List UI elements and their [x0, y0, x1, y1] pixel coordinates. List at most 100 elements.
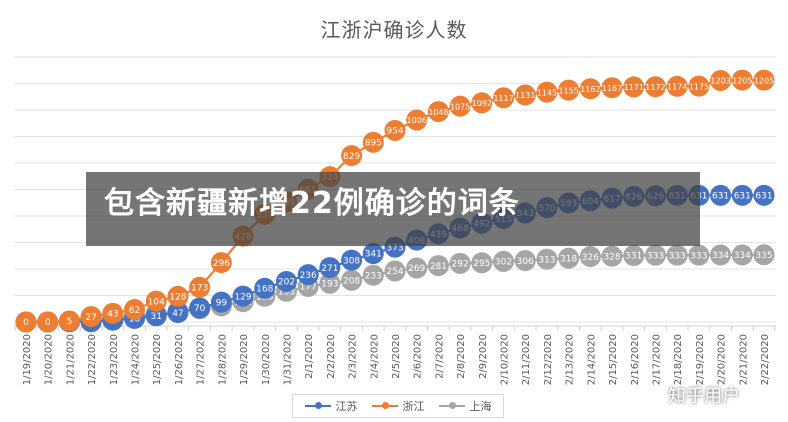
data-point [384, 260, 406, 282]
x-tick-label: 2/7/2020 [434, 334, 445, 379]
data-label: 333 [669, 251, 686, 261]
data-point [623, 76, 645, 98]
data-label: 954 [386, 127, 403, 137]
data-point [731, 69, 753, 91]
data-point [471, 92, 493, 114]
x-tick-label: 2/20/2020 [717, 334, 728, 385]
data-label: 193 [321, 279, 338, 289]
data-label: 296 [213, 259, 230, 269]
data-point [449, 252, 471, 274]
data-point [37, 311, 59, 333]
x-tick-label: 2/5/2020 [391, 334, 402, 379]
data-point [753, 69, 775, 91]
data-label: 829 [343, 152, 360, 162]
data-point [427, 255, 449, 277]
data-label: 306 [517, 257, 534, 267]
data-point [210, 291, 232, 313]
x-tick-label: 1/27/2020 [196, 334, 207, 385]
overlay-banner [86, 172, 700, 246]
data-label: 1117 [493, 94, 513, 103]
data-point [15, 311, 37, 333]
data-point [471, 252, 493, 274]
data-label: 1092 [472, 99, 492, 108]
data-point [666, 75, 688, 97]
data-label: 236 [300, 271, 317, 281]
data-point [362, 243, 384, 265]
data-label: 43 [107, 310, 118, 320]
data-point [753, 184, 775, 206]
x-tick-label: 2/2/2020 [326, 334, 337, 379]
data-point [601, 77, 623, 99]
x-tick-label: 1/25/2020 [152, 334, 163, 385]
data-label: 1171 [624, 83, 644, 92]
data-point [341, 269, 363, 291]
data-label: 269 [408, 264, 425, 274]
watermark: 知乎用户 [668, 386, 740, 407]
data-label: 328 [603, 252, 620, 262]
data-label: 271 [321, 264, 338, 274]
data-label: 0 [23, 318, 29, 328]
x-tick-labels: 1/19/2020 1/20/2020 1/21/2020 1/22/2020 1/23… [22, 334, 771, 385]
data-label: 177 [300, 283, 317, 293]
data-label: 254 [386, 267, 403, 277]
data-label: 631 [734, 192, 751, 202]
legend-item-jiangsu: 江苏 [304, 398, 358, 414]
data-point [341, 145, 363, 167]
data-label: 70 [194, 304, 206, 314]
data-label: 295 [473, 259, 490, 269]
data-point [384, 119, 406, 141]
data-label: 341 [365, 250, 382, 260]
data-point [362, 131, 384, 153]
legend-swatch-shanghai [438, 402, 465, 409]
x-tick-label: 1/23/2020 [109, 334, 120, 385]
data-label: 233 [365, 271, 382, 281]
data-point [167, 302, 189, 324]
data-point [644, 76, 666, 98]
data-label: 208 [343, 276, 360, 286]
x-tick-label: 2/6/2020 [413, 334, 424, 379]
legend-label-zhejiang: 浙江 [402, 400, 425, 413]
data-label: 1175 [689, 82, 709, 91]
data-point [319, 272, 341, 294]
x-tick-label: 2/19/2020 [695, 334, 706, 385]
data-label: 1131 [515, 91, 535, 100]
data-point [514, 250, 536, 272]
data-label: 1162 [580, 85, 600, 94]
data-label: 335 [755, 251, 772, 261]
data-label: 334 [712, 251, 729, 261]
x-tick-label: 1/30/2020 [261, 334, 272, 385]
data-label: 331 [625, 252, 642, 262]
data-label: 302 [495, 258, 512, 268]
data-point [406, 109, 428, 131]
data-label: 153 [278, 287, 295, 297]
data-point [319, 257, 341, 279]
x-tick-label: 1/28/2020 [217, 334, 228, 385]
data-label: 202 [278, 278, 295, 288]
x-tick-label: 1/19/2020 [22, 334, 33, 385]
x-tick-label: 2/17/2020 [651, 334, 662, 385]
x-tick-label: 2/22/2020 [760, 334, 771, 385]
data-label: 104 [148, 297, 165, 307]
data-point [536, 81, 558, 103]
data-label: 31 [151, 312, 162, 322]
chart-legend: 江苏 浙江 上海 [292, 394, 504, 418]
data-label: 1048 [428, 108, 448, 117]
data-label: 1006 [407, 116, 427, 125]
data-label: 281 [430, 262, 447, 272]
data-point [688, 75, 710, 97]
x-tick-label: 2/18/2020 [673, 334, 684, 385]
x-tick-label: 2/3/2020 [348, 334, 359, 379]
data-label: 333 [690, 251, 707, 261]
legend-label-jiangsu: 江苏 [335, 400, 358, 413]
data-label: 47 [172, 309, 183, 319]
data-point [167, 285, 189, 307]
data-point [514, 84, 536, 106]
data-point [493, 87, 515, 109]
data-point [666, 244, 688, 266]
data-label: 895 [365, 139, 382, 149]
data-point [145, 290, 167, 312]
data-point [558, 247, 580, 269]
x-tick-label: 1/22/2020 [87, 334, 98, 385]
data-label: 313 [538, 255, 555, 265]
data-point [297, 264, 319, 286]
